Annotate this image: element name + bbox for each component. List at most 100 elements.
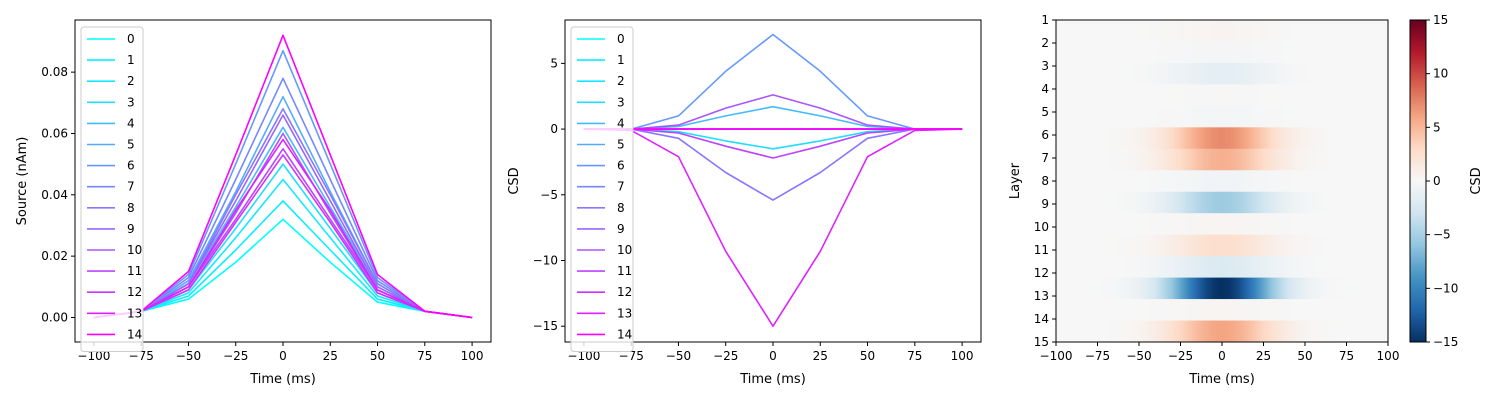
colorbar-tick-label: 5 <box>1433 120 1441 134</box>
heatmap-row-8 <box>1056 170 1388 193</box>
csd-x-label: Time (ms) <box>739 372 806 387</box>
p2-series-line-10 <box>583 94 963 130</box>
y-tick-label: 14 <box>1034 312 1049 326</box>
x-tick-label: 0 <box>769 349 777 363</box>
y-tick-label: 4 <box>1041 82 1049 96</box>
colorbar-tick-label: 15 <box>1433 13 1448 27</box>
colorbar-ticks: −15 −10 −5 0 5 10 15 <box>1426 13 1458 349</box>
legend-label: 12 <box>617 285 632 299</box>
legend-label: 6 <box>617 159 625 173</box>
x-tick-label: −100 <box>567 349 600 363</box>
p1-series-line-5 <box>93 95 473 319</box>
y-tick-label: 0 <box>550 122 558 136</box>
p2-series-line-6 <box>583 33 963 130</box>
y-tick-label: 0.02 <box>41 249 68 263</box>
legend-label: 3 <box>127 95 135 109</box>
legend-label: 10 <box>617 243 632 257</box>
x-tick-label: 75 <box>907 349 922 363</box>
legend-label: 9 <box>127 222 135 236</box>
heatmap-row-5 <box>1056 105 1388 128</box>
y-tick-label: 13 <box>1034 289 1049 303</box>
p1-series-line-13 <box>93 138 473 319</box>
x-tick-label: 75 <box>417 349 432 363</box>
x-tick-label: −100 <box>1040 349 1073 363</box>
y-tick-label: 1 <box>1041 13 1049 27</box>
p1-series-line-9 <box>93 114 473 319</box>
legend-label: 10 <box>127 243 142 257</box>
heatmap-row-13 <box>1056 277 1388 300</box>
legend-label: 14 <box>127 327 142 341</box>
legend-label: 9 <box>617 222 625 236</box>
p2-series-line-13 <box>583 128 963 328</box>
p1-series-line-1 <box>93 200 473 319</box>
source-x-label: Time (ms) <box>249 372 316 387</box>
x-tick-label: 25 <box>813 349 828 363</box>
y-tick-label: 2 <box>1041 36 1049 50</box>
x-tick-label: −100 <box>77 349 110 363</box>
y-tick-label: 6 <box>1041 128 1049 142</box>
p1-series-line-7 <box>93 77 473 319</box>
heatmap-x-ticks: −100 −75 −50 −25 0 25 50 75 100 <box>1040 342 1400 363</box>
p1-series-line-12 <box>93 154 473 319</box>
legend-label: 5 <box>127 138 135 152</box>
p2-series-line-8 <box>583 128 963 201</box>
p1-series-line-6 <box>93 49 473 319</box>
y-tick-label: −15 <box>533 319 558 333</box>
y-tick-label: 5 <box>550 56 558 70</box>
legend-label: 8 <box>127 201 135 215</box>
legend-label: 2 <box>617 74 625 88</box>
x-tick-label: 100 <box>461 349 484 363</box>
colorbar-tick-label: 0 <box>1433 174 1441 188</box>
legend-label: 11 <box>617 264 632 278</box>
x-tick-label: 50 <box>370 349 385 363</box>
x-tick-label: 100 <box>951 349 974 363</box>
colorbar-label: CSD <box>1469 167 1484 194</box>
x-tick-label: 75 <box>1339 349 1354 363</box>
heatmap-row-7 <box>1056 148 1388 171</box>
legend-label: 0 <box>617 32 625 46</box>
legend-label: 6 <box>127 159 135 173</box>
legend-label: 3 <box>617 95 625 109</box>
legend-label: 13 <box>127 306 142 320</box>
x-tick-label: −25 <box>223 349 248 363</box>
x-tick-label: −25 <box>1168 349 1193 363</box>
y-tick-label: 0.08 <box>41 65 68 79</box>
legend-label: 5 <box>617 138 625 152</box>
x-tick-label: −50 <box>176 349 201 363</box>
colorbar-tick-label: 10 <box>1433 67 1448 81</box>
legend-label: 4 <box>617 116 625 130</box>
legend-label: 14 <box>617 327 632 341</box>
p1-series-line-2 <box>93 178 473 319</box>
csd-y-ticks: −15 −10 −5 0 5 <box>533 56 565 333</box>
y-tick-label: 9 <box>1041 197 1049 211</box>
heatmap-row-12 <box>1056 256 1388 278</box>
y-tick-label: 0.04 <box>41 188 68 202</box>
y-tick-label: 11 <box>1034 243 1049 257</box>
legend-label: 13 <box>617 306 632 320</box>
legend-label: 12 <box>127 285 142 299</box>
heatmap-rows <box>1056 20 1388 343</box>
legend-label: 11 <box>127 264 142 278</box>
x-tick-label: 25 <box>323 349 338 363</box>
x-tick-label: −50 <box>1126 349 1151 363</box>
x-tick-label: −75 <box>1085 349 1110 363</box>
x-tick-label: −25 <box>713 349 738 363</box>
colorbar-tick-label: −15 <box>1433 335 1458 349</box>
colorbar <box>1409 19 1427 343</box>
p1-series-line-11 <box>93 148 473 319</box>
x-tick-label: 100 <box>1377 349 1400 363</box>
heatmap-row-4 <box>1056 84 1388 107</box>
x-tick-label: −75 <box>129 349 154 363</box>
source-chart: −100 −75 −50 −25 0 25 50 75 100 0.000.020.040.06… <box>15 19 492 387</box>
legend-label: 2 <box>127 74 135 88</box>
legend-label: 1 <box>617 53 625 67</box>
p1-series-line-3 <box>93 163 473 319</box>
y-tick-label: 10 <box>1034 220 1049 234</box>
y-tick-label: 5 <box>1041 105 1049 119</box>
heatmap-x-label: Time (ms) <box>1188 372 1255 387</box>
p1-series-line-0 <box>93 218 473 319</box>
